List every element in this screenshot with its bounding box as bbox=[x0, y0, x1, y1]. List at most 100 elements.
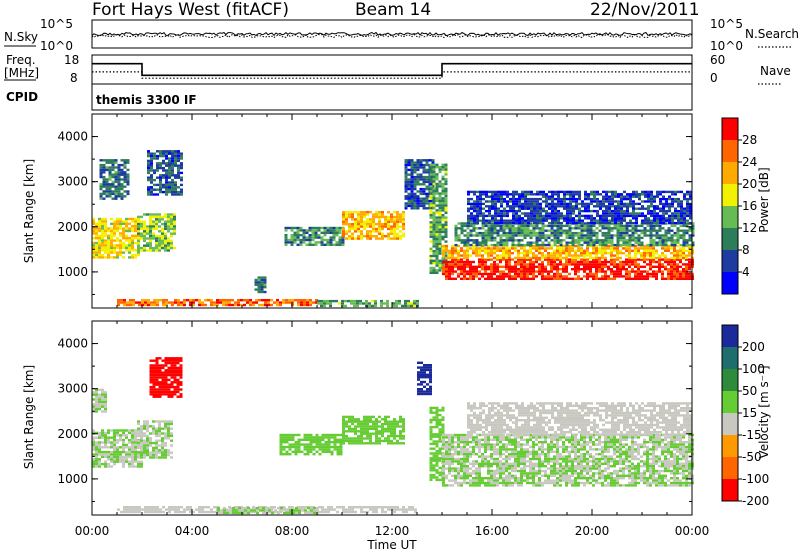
power-region-2 bbox=[137, 213, 176, 252]
velocity-colorbar-tick-5: -50 bbox=[742, 450, 762, 464]
noise-search-line bbox=[91, 33, 693, 39]
velocity-region-3 bbox=[149, 357, 183, 398]
power-colorbar-swatch-0 bbox=[722, 118, 738, 141]
nave-label: Nave bbox=[760, 64, 791, 78]
noise-right-tick-top: 10^5 bbox=[710, 17, 743, 31]
power-colorbar-tick-4: 20 bbox=[742, 177, 757, 191]
noise-left-label: N.Sky bbox=[4, 30, 38, 44]
power-region-12 bbox=[117, 299, 318, 307]
power-ytick-0: 1000 bbox=[57, 265, 88, 279]
freq-label-2: [MHz] bbox=[4, 66, 39, 80]
power-colorbar-tick-6: 28 bbox=[742, 133, 757, 147]
power-colorbar-tick-2: 12 bbox=[742, 221, 757, 235]
cpid-value: themis 3300 IF bbox=[96, 93, 197, 107]
velocity-region-4 bbox=[279, 433, 343, 456]
power-ylabel: Slant Range [km] bbox=[22, 159, 36, 263]
velocity-ytick-1: 2000 bbox=[57, 427, 88, 441]
velocity-colorbar-swatch-3 bbox=[722, 391, 738, 414]
velocity-panel: 1000 2000 3000 4000 Slant Range [km] 200 100… bbox=[22, 320, 771, 516]
power-colorbar-tick-1: 8 bbox=[742, 243, 750, 257]
x-tick-0: 00:00 bbox=[75, 524, 110, 538]
power-colorbar-tick-5: 24 bbox=[742, 155, 757, 169]
noise-left-tick-bottom: 10^0 bbox=[40, 39, 73, 53]
power-colorbar-swatch-3 bbox=[722, 184, 738, 207]
velocity-region-6 bbox=[417, 361, 432, 396]
power-colorbar-swatch-2 bbox=[722, 162, 738, 185]
x-axis-label: Time UT bbox=[366, 538, 417, 552]
x-tick-6: 00:00 bbox=[675, 524, 710, 538]
velocity-colorbar-tick-1: 100 bbox=[742, 362, 765, 376]
velocity-colorbar-swatch-7 bbox=[722, 479, 738, 502]
velocity-region-8 bbox=[442, 433, 694, 487]
velocity-ytick-2: 3000 bbox=[57, 382, 88, 396]
power-ytick-2: 3000 bbox=[57, 175, 88, 189]
power-region-13 bbox=[317, 299, 419, 308]
station-title: Fort Hays West (fitACF) bbox=[92, 0, 289, 20]
nave-tick-top: 60 bbox=[710, 53, 725, 67]
frequency-line bbox=[92, 62, 692, 77]
velocity-colorbar-tick-7: -200 bbox=[742, 494, 769, 508]
freq-tick-bottom: 8 bbox=[70, 71, 78, 85]
velocity-colorbar-swatch-0 bbox=[722, 325, 738, 348]
velocity-region-7 bbox=[429, 406, 445, 482]
power-ytick-3: 4000 bbox=[57, 130, 88, 144]
beam-title: Beam 14 bbox=[355, 0, 431, 20]
x-tick-4: 16:00 bbox=[475, 524, 510, 538]
power-region-14 bbox=[254, 276, 267, 294]
power-region-3 bbox=[147, 150, 183, 196]
x-tick-5: 20:00 bbox=[575, 524, 610, 538]
power-region-0 bbox=[92, 217, 140, 259]
cpid-label: CPID bbox=[6, 90, 38, 104]
velocity-colorbar-swatch-1 bbox=[722, 347, 738, 370]
power-colorbar-tick-0: 4 bbox=[742, 265, 750, 279]
power-colorbar-tick-3: 16 bbox=[742, 199, 757, 213]
nave-tick-bottom: 0 bbox=[710, 71, 718, 85]
velocity-colorbar-swatch-2 bbox=[722, 369, 738, 392]
power-colorbar-swatch-7 bbox=[722, 272, 738, 295]
power-colorbar-swatch-6 bbox=[722, 250, 738, 273]
noise-sky-line bbox=[91, 31, 693, 37]
power-region-7 bbox=[429, 163, 448, 274]
noise-panel: N.Sky 10^5 10^0 10^5 10^0 N.Search bbox=[4, 17, 799, 53]
velocity-colorbar-tick-3: 15 bbox=[742, 406, 757, 420]
power-region-5 bbox=[342, 211, 405, 240]
power-region-8 bbox=[442, 258, 694, 280]
velocity-ylabel: Slant Range [km] bbox=[22, 365, 36, 469]
velocity-colorbar-tick-2: 50 bbox=[742, 384, 757, 398]
noise-left-tick-top: 10^5 bbox=[40, 17, 73, 31]
velocity-region-11 bbox=[217, 506, 319, 515]
power-region-4 bbox=[284, 226, 345, 246]
frequency-panel: Freq. [MHz] 18 8 60 0 Nave bbox=[4, 53, 791, 85]
velocity-ytick-0: 1000 bbox=[57, 472, 88, 486]
x-tick-1: 04:00 bbox=[175, 524, 210, 538]
power-colorbar-swatch-1 bbox=[722, 140, 738, 163]
power-region-9 bbox=[442, 244, 694, 260]
noise-right-label: N.Search bbox=[745, 27, 799, 41]
velocity-ytick-3: 4000 bbox=[57, 337, 88, 351]
power-ytick-1: 2000 bbox=[57, 220, 88, 234]
x-tick-3: 12:00 bbox=[375, 524, 410, 538]
velocity-region-5 bbox=[342, 415, 405, 445]
power-colorbar-swatch-5 bbox=[722, 228, 738, 251]
velocity-colorbar-label: Velocity [m s⁻¹] bbox=[757, 365, 771, 458]
freq-label-1: Freq. bbox=[6, 53, 36, 67]
power-region-10 bbox=[454, 222, 695, 247]
power-region-1 bbox=[99, 159, 130, 200]
velocity-region-0 bbox=[92, 429, 143, 468]
freq-tick-top: 18 bbox=[64, 53, 79, 67]
x-tick-2: 08:00 bbox=[275, 524, 310, 538]
velocity-colorbar-tick-6: -100 bbox=[742, 472, 769, 486]
noise-right-tick-bottom: 10^0 bbox=[710, 39, 743, 53]
power-colorbar-label: Power [dB] bbox=[757, 167, 771, 232]
velocity-colorbar-tick-0: 200 bbox=[742, 340, 765, 354]
velocity-region-9 bbox=[467, 402, 692, 436]
velocity-region-1 bbox=[92, 388, 107, 413]
date-title: 22/Nov/2011 bbox=[590, 0, 700, 20]
velocity-region-2 bbox=[137, 420, 173, 459]
velocity-colorbar-swatch-6 bbox=[722, 457, 738, 480]
power-region-11 bbox=[467, 190, 692, 225]
velocity-colorbar-swatch-4 bbox=[722, 413, 738, 436]
velocity-colorbar-tick-4: -15 bbox=[742, 428, 762, 442]
power-panel: 1000 2000 3000 4000 Slant Range [km] 4 8 12 16… bbox=[22, 113, 771, 309]
